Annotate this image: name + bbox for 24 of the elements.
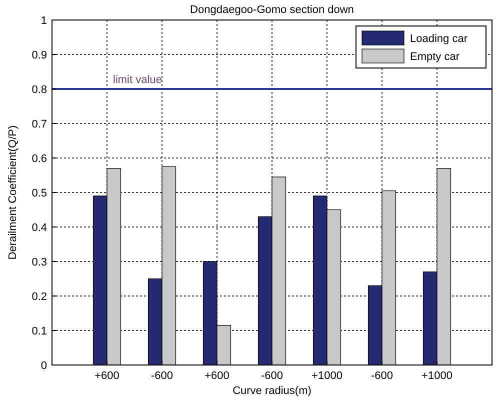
x-tick-label: -600 bbox=[370, 370, 394, 382]
x-tick-label: +1000 bbox=[312, 370, 342, 382]
y-tick-label: 0.8 bbox=[32, 84, 47, 96]
y-tick-label: 0.2 bbox=[32, 290, 47, 303]
y-tick-label: 0.3 bbox=[32, 256, 47, 268]
x-tick-label: +600 bbox=[204, 370, 230, 382]
x-tick-label: -600 bbox=[260, 370, 284, 382]
ref-line-label: limit value bbox=[113, 74, 162, 86]
y-tick-label: 0.1 bbox=[32, 325, 47, 338]
y-tick-label: 0 bbox=[40, 360, 47, 372]
y-tick-label: 0.5 bbox=[32, 187, 47, 200]
y-axis-title: Derailment Coefficient(Q/P) bbox=[7, 125, 19, 260]
y-tick-label: 0.7 bbox=[32, 118, 47, 130]
y-tick-label: 1 bbox=[40, 14, 47, 27]
y-tick-label: 0.6 bbox=[32, 152, 47, 165]
chart-title: Dongdaegoo-Gomo section down bbox=[190, 4, 354, 16]
x-tick-label: +1000 bbox=[422, 370, 452, 382]
x-tick-label: -600 bbox=[150, 370, 174, 382]
x-axis-title: Curve radius(m) bbox=[232, 385, 312, 397]
y-tick-label: 0.4 bbox=[32, 222, 47, 234]
legend-label: Loading car bbox=[410, 32, 468, 45]
y-tick-label: 0.9 bbox=[32, 49, 47, 62]
x-tick-label: +600 bbox=[94, 370, 120, 382]
legend-label: Empty car bbox=[410, 50, 460, 63]
